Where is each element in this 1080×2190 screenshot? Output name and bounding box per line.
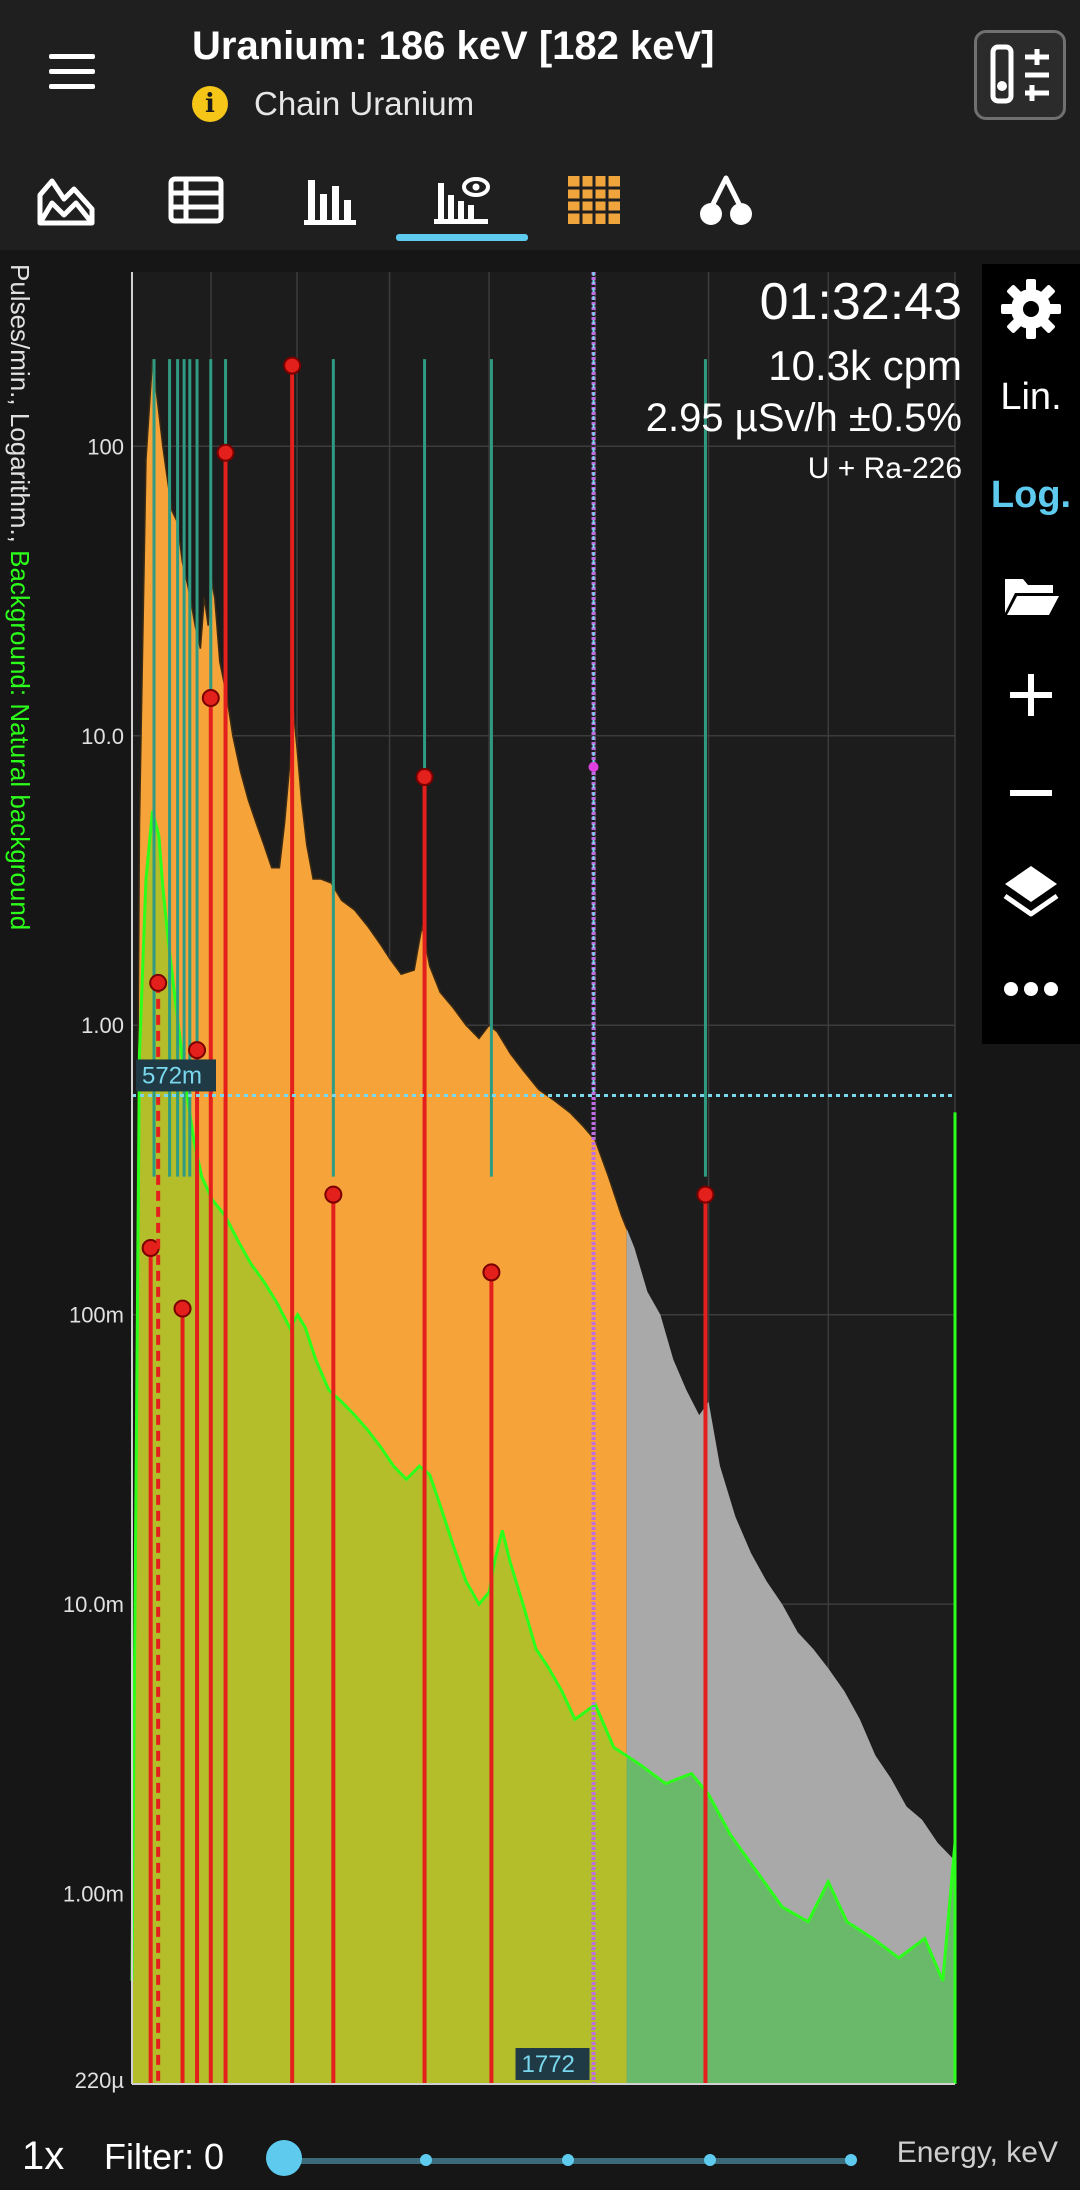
- cursor-y-label-bg: [136, 1059, 216, 1092]
- histogram-icon: [304, 180, 356, 225]
- tab-table[interactable]: [136, 150, 256, 250]
- cursor-dot: [588, 761, 599, 772]
- tab-grid[interactable]: [534, 150, 654, 250]
- spectrum-area-icon: [37, 178, 95, 226]
- table-icon: [168, 176, 224, 224]
- y-tick-label: 1.00m: [63, 1882, 124, 1907]
- open-file-button[interactable]: [982, 550, 1080, 640]
- slider-tick: [704, 2154, 716, 2166]
- layers-button[interactable]: [982, 846, 1080, 936]
- peak-marker-dot: [696, 1185, 715, 1204]
- peak-marker-dot: [283, 356, 302, 375]
- log-scale-label: Log.: [990, 473, 1072, 516]
- measurement-timer: 01:32:43: [759, 273, 962, 331]
- slider-tick: [420, 2154, 432, 2166]
- adjust-settings-button[interactable]: [974, 30, 1066, 120]
- peak-marker-dot: [324, 1185, 343, 1204]
- linear-scale-label: Lin.: [1000, 375, 1062, 418]
- zoom-out-button[interactable]: [982, 748, 1080, 838]
- app-header: Uranium: 186 keV [182 keV] i Chain Urani…: [0, 0, 1080, 150]
- dose-rate: 2.95 µSv/h ±0.5%: [645, 396, 962, 440]
- plus-icon: [1010, 674, 1052, 716]
- log-scale-button[interactable]: Log.: [982, 450, 1080, 540]
- sliders-icon: [990, 44, 1049, 104]
- svg-text:Pulses/min., Logarithm., Backg: Pulses/min., Logarithm., Background: Nat…: [5, 264, 35, 930]
- filter-label: Filter: 0: [104, 2136, 225, 2177]
- y-tick-label: 10.0m: [63, 1592, 124, 1617]
- linear-scale-button[interactable]: Lin.: [982, 352, 1080, 442]
- y-axis-title: Pulses/min., Logarithm., Background: Nat…: [2, 264, 44, 1314]
- filter-slider-thumb[interactable]: [266, 2140, 302, 2176]
- peak-marker-dot: [201, 689, 220, 708]
- peak-marker-dot: [482, 1263, 501, 1282]
- active-tab-indicator: [396, 234, 528, 241]
- info-icon: i: [192, 86, 228, 122]
- identified-nuclides: U + Ra-226: [807, 452, 962, 485]
- gear-icon: [1001, 279, 1061, 339]
- x-axis-title: Energy, keV: [896, 2136, 1058, 2169]
- y-axis-title-background: Background: Natural background: [5, 550, 35, 930]
- y-tick-label: 100m: [69, 1303, 124, 1328]
- layers-icon: [1003, 866, 1059, 917]
- cursor-x-label-bg: [515, 2048, 590, 2080]
- spectrum-chart-svg[interactable]: 10010.01.00100m10.0m1.00m220µ-9296628985…: [52, 264, 982, 2121]
- slider-tick: [562, 2154, 574, 2166]
- chain-subtitle: Chain Uranium: [254, 85, 475, 122]
- peak-marker-dot: [173, 1299, 192, 1318]
- count-rate: 10.3k cpm: [768, 342, 962, 389]
- menu-icon[interactable]: [44, 50, 100, 94]
- minus-icon: [1010, 790, 1052, 796]
- tab-histogram[interactable]: [270, 150, 390, 250]
- spectrum-outline: [132, 359, 627, 1981]
- tab-cherry[interactable]: [666, 150, 786, 250]
- spectrum-id-icon: [434, 177, 490, 224]
- folder-open-icon: [1005, 579, 1059, 615]
- spectrum-chart[interactable]: 10010.01.00100m10.0m1.00m220µ-9296628985…: [52, 264, 982, 2121]
- y-tick-label: 220µ: [75, 2068, 125, 2093]
- y-tick-label: 10.0: [81, 724, 124, 749]
- peak-marker-dot: [188, 1041, 207, 1060]
- peak-marker-dot: [415, 768, 434, 787]
- y-axis-title-prefix: Pulses/min., Logarithm.,: [5, 264, 35, 550]
- chart-toolbar: Lin. Log.: [982, 264, 1080, 1044]
- background-area-tail: [626, 1755, 955, 2084]
- settings-button[interactable]: [982, 264, 1080, 354]
- more-dots-icon: [1004, 982, 1058, 996]
- more-options-button[interactable]: [982, 944, 1080, 1034]
- background-line: [130, 810, 957, 1982]
- peak-marker-dot: [149, 973, 168, 992]
- zoom-level[interactable]: 1x: [22, 2134, 65, 2178]
- grid-icon: [568, 176, 620, 224]
- peak-marker-dot: [216, 443, 235, 462]
- cherry-icon: [700, 175, 752, 225]
- y-tick-label: 100: [87, 434, 124, 459]
- chain-info[interactable]: i Chain Uranium: [192, 82, 474, 126]
- tab-spectrum[interactable]: [6, 150, 126, 250]
- bottom-bar: 1x Filter: 0 Energy, keV: [0, 2120, 1080, 2190]
- cursor-x-label: 1772: [522, 2051, 575, 2078]
- slider-tick: [845, 2154, 857, 2166]
- zoom-in-button[interactable]: [982, 650, 1080, 740]
- y-tick-label: 1.00: [81, 1013, 124, 1038]
- page-title: Uranium: 186 keV [182 keV]: [192, 24, 715, 68]
- cursor-y-label: 572m: [142, 1062, 202, 1089]
- tab-spectrum-id[interactable]: [402, 150, 522, 250]
- view-tabs: [0, 150, 1080, 250]
